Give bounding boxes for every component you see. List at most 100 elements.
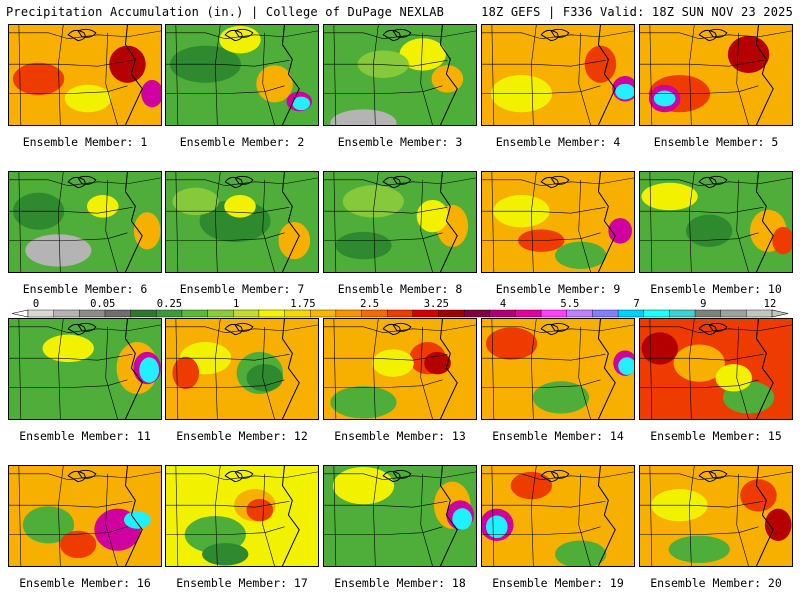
colorbar-max-arrow xyxy=(771,309,789,318)
state-border-line xyxy=(640,232,759,241)
state-border-line xyxy=(640,85,759,94)
state-border-line xyxy=(491,466,495,566)
state-border-line xyxy=(482,207,606,214)
precip-map xyxy=(324,466,476,566)
state-borders xyxy=(166,172,318,272)
state-border-line xyxy=(324,501,448,508)
colorbar-tick-label: 4 xyxy=(500,298,506,310)
colorbar-swatch xyxy=(130,309,157,318)
state-borders xyxy=(9,466,161,566)
precip-contour-region xyxy=(342,185,404,218)
precip-contour-region xyxy=(685,214,733,247)
precip-contour-region xyxy=(25,234,92,267)
precip-contour-region xyxy=(256,65,293,103)
great-lakes-outline xyxy=(67,322,97,336)
state-border-line xyxy=(262,179,275,272)
state-border-line xyxy=(9,207,133,214)
ensemble-map-panel xyxy=(8,465,162,567)
precip-contour-region xyxy=(141,79,161,108)
state-border-line xyxy=(420,32,433,125)
colorbar-swatch xyxy=(720,309,747,318)
state-border-line xyxy=(640,501,764,508)
state-border-line xyxy=(491,25,495,125)
precip-map xyxy=(166,319,318,419)
state-border-line xyxy=(324,232,443,241)
colorbar-swatch xyxy=(181,309,209,318)
colorbar-swatch xyxy=(104,309,132,318)
state-border-line xyxy=(105,473,118,566)
ensemble-member-label: Ensemble Member: 10 xyxy=(650,282,782,296)
precip-map xyxy=(9,466,161,566)
state-borders xyxy=(482,172,634,272)
coastline xyxy=(755,25,774,125)
state-borders xyxy=(324,172,476,272)
state-borders xyxy=(640,25,792,125)
state-border-line xyxy=(324,526,443,535)
colorbar-swatch xyxy=(233,309,260,318)
precip-contour-region xyxy=(292,96,311,111)
colorbar-swatch xyxy=(515,309,542,318)
coastline xyxy=(439,172,458,272)
state-borders xyxy=(9,172,161,272)
precip-contour-region xyxy=(764,508,792,541)
state-borders xyxy=(166,319,318,419)
ensemble-map-panel xyxy=(165,465,319,567)
state-border-line xyxy=(689,172,695,272)
state-border-line xyxy=(578,326,591,419)
colorbar-swatch xyxy=(438,309,465,318)
state-borders xyxy=(166,466,318,566)
state-border-line xyxy=(333,25,337,125)
coastline xyxy=(124,172,143,272)
great-lakes-outline xyxy=(698,469,728,483)
precip-contour-region xyxy=(424,351,451,375)
precip-contour-region xyxy=(246,498,274,522)
state-borders xyxy=(324,466,476,566)
ensemble-map-panel xyxy=(639,24,793,126)
state-border-line xyxy=(105,179,118,272)
ensemble-member-label: Ensemble Member: 16 xyxy=(19,576,151,590)
state-border-line xyxy=(649,466,653,566)
precip-contour-region xyxy=(357,50,409,78)
precip-contour-region xyxy=(139,357,160,383)
coastline xyxy=(597,172,616,272)
ensemble-member-label: Ensemble Member: 2 xyxy=(179,135,305,149)
state-border-line xyxy=(640,526,759,535)
coastline xyxy=(281,319,300,419)
precip-map xyxy=(324,25,476,125)
colorbar-tick-label: 5.5 xyxy=(560,298,579,310)
coastline xyxy=(124,466,143,566)
state-border-line xyxy=(18,25,22,125)
great-lakes-outline xyxy=(382,469,412,483)
state-border-line xyxy=(215,172,221,272)
state-border-line xyxy=(736,32,749,125)
coastline xyxy=(124,319,143,419)
precip-map xyxy=(640,319,792,419)
state-border-line xyxy=(166,85,285,94)
precip-contour-region xyxy=(22,506,75,544)
colorbar-swatch xyxy=(258,309,286,318)
ensemble-map-panel xyxy=(481,318,635,420)
state-border-line xyxy=(105,32,118,125)
state-border-line xyxy=(58,466,64,566)
state-border-line xyxy=(324,354,448,361)
ensemble-member-label: Ensemble Member: 20 xyxy=(650,576,782,590)
state-border-line xyxy=(482,232,601,241)
state-borders xyxy=(482,319,634,419)
state-border-line xyxy=(175,25,179,125)
ensemble-map-panel xyxy=(481,465,635,567)
great-lakes-outline xyxy=(67,28,97,42)
state-borders xyxy=(640,319,792,419)
colorbar-tick-label: 9 xyxy=(700,298,706,310)
coastline xyxy=(755,466,774,566)
colorbar-swatch xyxy=(617,309,645,318)
ensemble-member-label: Ensemble Member: 13 xyxy=(334,429,466,443)
state-border-line xyxy=(420,179,433,272)
state-border-line xyxy=(482,354,606,361)
colorbar-swatch xyxy=(540,309,568,318)
ensemble-map-panel xyxy=(639,318,793,420)
precip-map xyxy=(9,25,161,125)
precip-contour-region xyxy=(641,332,678,365)
state-border-line xyxy=(482,501,606,508)
ensemble-map-panel xyxy=(8,24,162,126)
great-lakes-outline xyxy=(382,175,412,189)
